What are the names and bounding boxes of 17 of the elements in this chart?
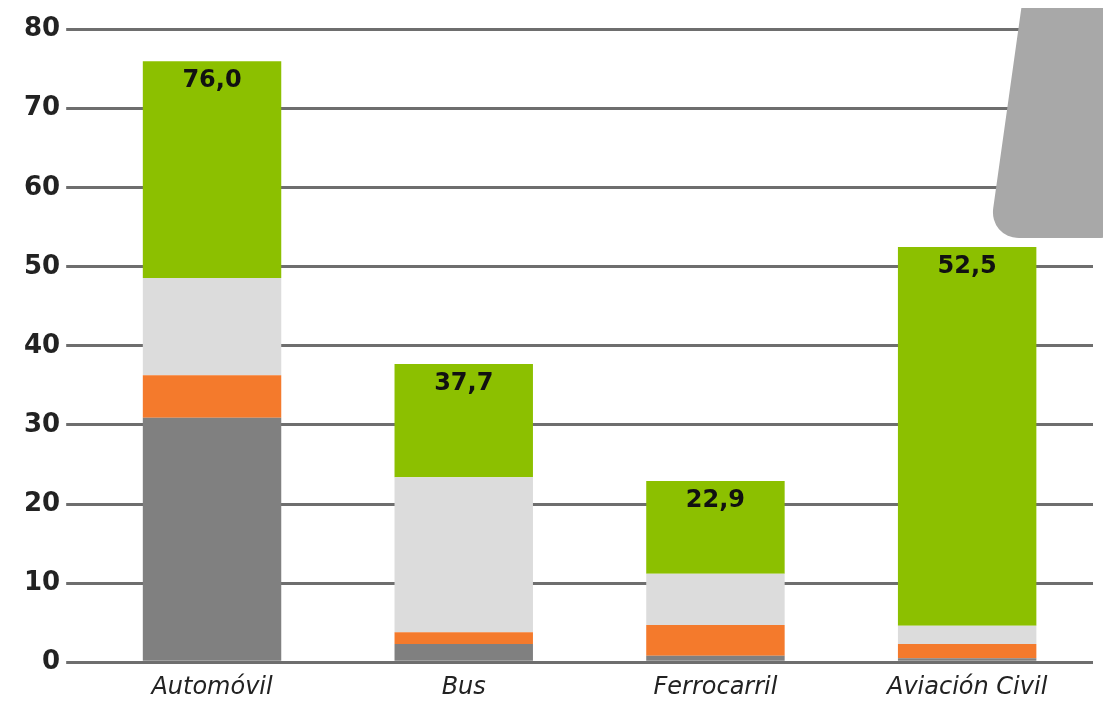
y-tick-label: 60 <box>23 170 61 201</box>
y-tick-label: 50 <box>23 249 61 280</box>
y-tick-label: 70 <box>23 91 61 122</box>
y-tick-label: 0 <box>42 644 61 675</box>
x-tick-label: Bus <box>441 671 486 700</box>
y-tick-label: 10 <box>23 565 61 596</box>
y-tick-label: 40 <box>23 328 61 359</box>
total-label: 22,9 <box>685 485 746 514</box>
x-tick-label: Aviación Civil <box>884 671 1048 700</box>
y-tick-label: 80 <box>23 12 61 43</box>
total-label: 37,7 <box>434 368 494 397</box>
y-tick-label: 20 <box>23 486 61 517</box>
total-label: 52,5 <box>937 251 997 280</box>
x-tick-label: Ferrocarril <box>653 671 778 700</box>
y-tick-label: 30 <box>23 407 61 438</box>
total-label: 76,0 <box>182 65 242 94</box>
x-tick-label: Automóvil <box>149 671 274 700</box>
